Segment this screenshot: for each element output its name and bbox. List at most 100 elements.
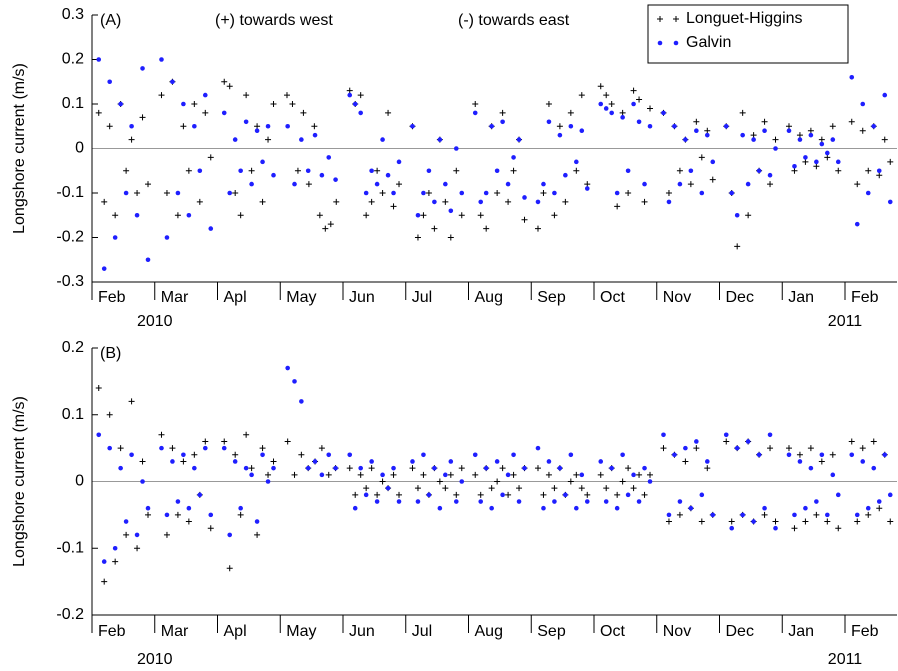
point (887, 199, 893, 205)
point (835, 167, 842, 174)
point (112, 212, 119, 219)
point (666, 199, 672, 205)
point (848, 118, 855, 125)
point (603, 106, 609, 111)
point (584, 499, 590, 504)
point (226, 565, 233, 572)
point (665, 190, 672, 196)
point (185, 167, 192, 174)
point (191, 101, 198, 107)
point (510, 471, 517, 478)
point (285, 123, 290, 129)
point (693, 118, 700, 125)
point (478, 199, 484, 205)
point (683, 445, 688, 451)
point (750, 132, 757, 139)
point (128, 136, 135, 143)
point (414, 234, 421, 241)
y-tick-label: 0.2 (62, 339, 84, 356)
point (739, 109, 746, 116)
point (647, 471, 654, 478)
point (248, 167, 255, 174)
point (232, 459, 238, 464)
point (630, 485, 637, 492)
point (443, 181, 448, 187)
point (772, 518, 779, 525)
point (357, 92, 364, 99)
point (292, 181, 297, 187)
point (327, 221, 334, 228)
point (174, 212, 181, 219)
point (254, 519, 260, 524)
point (410, 123, 415, 129)
point (202, 445, 208, 451)
point (647, 479, 653, 484)
point (825, 150, 830, 156)
point (682, 458, 689, 465)
point (333, 177, 338, 182)
point (140, 66, 145, 71)
point (208, 512, 214, 518)
point (123, 167, 130, 174)
point (243, 431, 250, 438)
point (391, 465, 396, 471)
point (540, 190, 547, 196)
point (704, 465, 711, 472)
point (259, 198, 266, 205)
point (129, 123, 134, 129)
point (625, 492, 631, 498)
point (830, 137, 836, 142)
point (305, 465, 311, 471)
point (396, 491, 403, 498)
point (477, 212, 484, 219)
point (505, 198, 512, 205)
point (265, 123, 271, 129)
point (568, 452, 574, 458)
point (374, 491, 381, 498)
point (505, 472, 511, 478)
x-tick-label: Oct (600, 623, 625, 640)
point (191, 451, 198, 458)
point (117, 445, 124, 452)
point (363, 485, 370, 492)
x-tick-label: Feb (98, 289, 126, 306)
point (620, 115, 625, 120)
y-axis-label: Longshore current (m/s) (11, 63, 28, 234)
point (802, 158, 809, 165)
point (358, 110, 363, 116)
x-tick-label: Mar (161, 289, 189, 306)
point (584, 491, 591, 498)
point (489, 123, 494, 129)
point (326, 155, 332, 160)
point (636, 499, 642, 504)
point (101, 266, 107, 271)
point (661, 432, 666, 438)
x-tick-label: Feb (98, 623, 126, 640)
point (477, 491, 484, 498)
point (661, 110, 666, 116)
point (379, 190, 386, 196)
point (158, 431, 165, 438)
point (819, 141, 825, 147)
point (574, 159, 579, 165)
point (803, 505, 808, 511)
annotation: (+) towards west (215, 12, 333, 29)
point (728, 518, 735, 525)
point (573, 167, 580, 174)
point (390, 203, 397, 210)
point (270, 101, 277, 107)
y-tick-label: -0.3 (56, 273, 84, 290)
point (584, 186, 590, 191)
point (636, 119, 642, 125)
point (734, 243, 741, 250)
point (540, 491, 547, 498)
point (807, 127, 814, 134)
point (112, 558, 119, 565)
x-tick-label: Jan (788, 623, 814, 640)
year-label: 2010 (137, 651, 173, 668)
point (363, 492, 369, 498)
point (363, 190, 369, 196)
point (107, 79, 112, 85)
point (672, 452, 677, 458)
